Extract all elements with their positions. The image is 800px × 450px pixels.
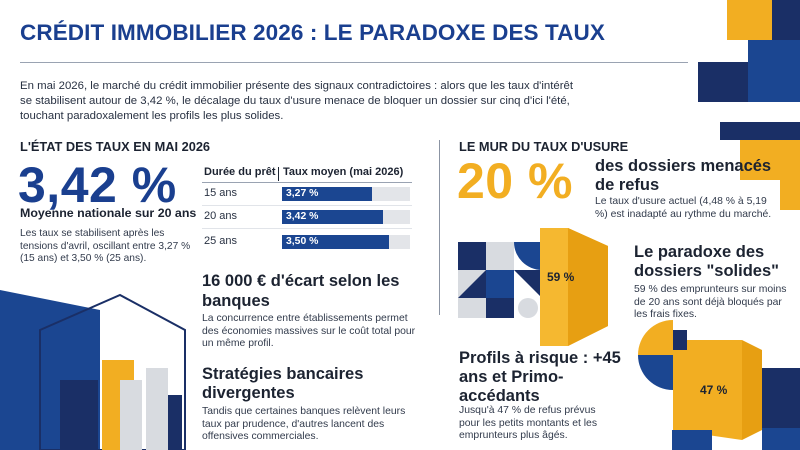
rates-headline-caption: Moyenne nationale sur 20 ans [20,206,197,220]
rates-section-title: L'ÉTAT DES TAUX EN MAI 2026 [20,139,211,154]
rate-bar: 3,50 % [282,235,389,249]
column-divider [439,140,440,315]
usure-heading: des dossiers menacés de refus [595,157,772,194]
rate-bar-track: 3,27 % [282,187,410,201]
solides-heading: Le paradoxe des dossiers "solides" [634,243,779,280]
top-right-mosaic [698,0,800,210]
rates-table-header: Durée du prêt Taux moyen (mai 2026) [202,166,412,184]
col-separator [278,167,279,181]
usure-headline-value: 20 % [457,153,573,209]
middle-right-mosaic [458,242,542,318]
table-row: 25 ans 3,50 % [202,231,412,253]
row-duration: 20 ans [204,210,238,222]
bar-47-graphic [638,320,800,450]
ecart-heading: 16 000 € d'écart selon les banques [202,272,400,310]
rate-bar: 3,42 % [282,210,383,224]
bar-59-graphic [540,228,608,346]
row-divider [202,228,412,229]
col-duration-header: Durée du prêt [204,166,276,178]
page-title: CRÉDIT IMMOBILIER 2026 : LE PARADOXE DES… [20,20,605,45]
table-row: 15 ans 3,27 % [202,183,412,205]
strategies-text: Tandis que certaines banques relèvent le… [202,406,406,443]
row-duration: 15 ans [204,187,238,199]
row-divider [202,205,412,206]
strategies-heading: Stratégies bancaires divergentes [202,365,364,402]
rate-bar-label: 3,50 % [286,236,319,247]
risque-heading: Profils à risque : +45 ans et Primo-accé… [459,349,621,405]
rate-bar: 3,27 % [282,187,373,201]
title-divider [20,62,688,63]
rate-bar-label: 3,27 % [286,188,319,199]
rates-headline-value: 3,42 % [18,157,177,213]
rate-bar-track: 3,50 % [282,235,410,249]
solides-text: 59 % des emprunteurs sur moins de 20 ans… [634,284,787,321]
usure-section-title: LE MUR DU TAUX D'USURE [459,139,629,154]
col-rate-header: Taux moyen (mai 2026) [283,166,404,178]
intro-paragraph: En mai 2026, le marché du crédit immobil… [20,80,574,122]
rates-note: Les taux se stabilisent après les tensio… [20,228,191,265]
ecart-text: La concurrence entre établissements perm… [202,313,416,350]
risque-badge: 47 % [700,383,728,397]
row-duration: 25 ans [204,235,238,247]
rate-bar-label: 3,42 % [286,211,319,222]
usure-text: Le taux d'usure actuel (4,48 % à 5,19 %)… [595,196,772,220]
table-row: 20 ans 3,42 % [202,206,412,228]
bottom-left-graphic [0,290,186,450]
risque-text: Jusqu'à 47 % de refus prévus pour les pe… [459,405,598,442]
solides-badge: 59 % [547,270,575,284]
table-header-line [202,182,412,183]
rate-bar-track: 3,42 % [282,210,410,224]
